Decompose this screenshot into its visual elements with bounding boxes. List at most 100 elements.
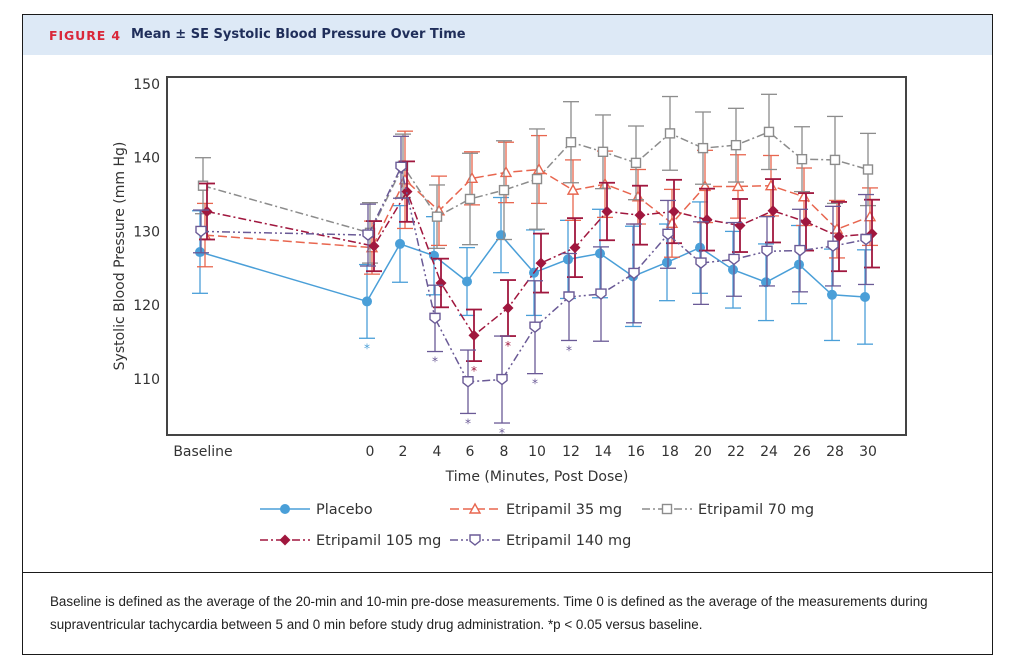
legend-item: Etripamil 140 mg xyxy=(450,533,631,549)
series-layer: ******** xyxy=(192,93,880,440)
x-tick-label: 12 xyxy=(562,444,580,460)
data-point-marker xyxy=(462,276,472,287)
x-tick-label: 14 xyxy=(594,444,612,460)
legend-label: Etripamil 35 mg xyxy=(506,502,622,518)
data-point-marker xyxy=(468,329,480,341)
data-point-marker xyxy=(395,161,407,174)
data-point-marker xyxy=(697,142,709,154)
data-point-marker xyxy=(827,289,837,300)
data-point-marker xyxy=(662,257,672,268)
data-point-marker xyxy=(630,157,642,169)
data-point-marker xyxy=(601,206,613,218)
figure-title: Mean ± SE Systolic Blood Pressure Over T… xyxy=(131,27,466,42)
legend-marker-icon xyxy=(279,534,291,546)
data-point-marker xyxy=(565,137,577,148)
x-tick-label: 22 xyxy=(727,444,745,460)
data-point-marker xyxy=(730,139,742,151)
legend-label: Etripamil 70 mg xyxy=(698,502,814,518)
data-point-marker xyxy=(734,220,746,232)
data-point-marker xyxy=(761,277,771,288)
data-point-marker xyxy=(502,302,514,314)
data-point-marker xyxy=(664,128,676,139)
x-tick-label: 24 xyxy=(760,444,778,460)
data-point-marker xyxy=(195,225,207,238)
data-point-marker xyxy=(569,242,581,254)
data-point-marker xyxy=(464,193,476,205)
legend-marker-icon xyxy=(469,534,481,546)
data-point-marker xyxy=(794,259,804,270)
data-point-marker xyxy=(431,211,443,222)
legend: Placebo Etripamil 35 mg Etripamil 70 mg Etr… xyxy=(260,502,814,549)
legend-label: Etripamil 140 mg xyxy=(506,533,631,549)
series-etripamil-140-mg: * * * * * xyxy=(193,135,874,440)
legend-label: Etripamil 105 mg xyxy=(316,533,441,549)
significance-asterisk: * xyxy=(532,377,538,391)
significance-asterisk: * xyxy=(432,355,438,369)
data-point-marker xyxy=(860,291,870,302)
data-point-marker xyxy=(767,205,779,217)
legend-item: Etripamil 70 mg xyxy=(642,502,814,518)
data-point-marker xyxy=(362,229,374,241)
x-tick-label: 4 xyxy=(433,444,442,460)
y-tick-label: 120 xyxy=(133,298,160,314)
significance-asterisk: * xyxy=(471,364,477,378)
figure-caption: Baseline is defined as the average of th… xyxy=(23,572,992,654)
data-point-marker xyxy=(827,240,839,253)
significance-asterisk: * xyxy=(499,426,505,440)
significance-asterisk: * xyxy=(505,339,511,353)
caption-text: Baseline is defined as the average of th… xyxy=(50,594,928,632)
data-point-marker xyxy=(668,206,680,218)
legend-item: Etripamil 105 mg xyxy=(260,533,441,549)
x-tick-label: 30 xyxy=(859,444,877,460)
data-point-marker xyxy=(761,245,773,258)
x-tick-label: 26 xyxy=(793,444,811,460)
figure-header: FIGURE 4 Mean ± SE Systolic Blood Pressu… xyxy=(23,15,992,55)
series-etripamil-105-mg: ** xyxy=(199,160,880,378)
legend-item: Placebo xyxy=(260,502,373,518)
data-point-marker xyxy=(429,312,441,325)
significance-asterisk: * xyxy=(566,343,572,357)
legend-marker-icon xyxy=(468,502,482,514)
x-tick-label: 16 xyxy=(627,444,645,460)
data-point-marker xyxy=(529,321,541,334)
data-point-marker xyxy=(563,291,575,303)
x-tick-label: 10 xyxy=(528,444,546,460)
data-point-marker xyxy=(597,146,609,158)
x-tick-label: 2 xyxy=(399,444,408,460)
data-point-marker xyxy=(634,209,646,221)
data-point-marker xyxy=(796,153,808,165)
significance-asterisk: * xyxy=(364,341,370,355)
data-point-marker xyxy=(628,267,640,280)
data-point-marker xyxy=(531,173,543,185)
data-point-marker xyxy=(701,214,713,226)
x-axis: Baseline 0 2 4 6 8 10 12 14 16 18 20 22 24 26 28 30 xyxy=(173,444,877,460)
legend-item: Etripamil 35 mg xyxy=(450,502,622,518)
data-point-marker xyxy=(728,253,740,266)
data-point-marker xyxy=(860,233,872,246)
data-point-marker xyxy=(496,373,508,386)
significance-asterisk: * xyxy=(465,416,471,430)
figure-panel: FIGURE 4 Mean ± SE Systolic Blood Pressu… xyxy=(22,14,993,655)
data-point-marker xyxy=(695,257,707,269)
y-axis: 110 120 130 140 150 xyxy=(133,77,160,388)
series-placebo: * xyxy=(192,196,873,355)
data-point-marker xyxy=(833,231,845,243)
data-point-marker xyxy=(195,247,205,258)
data-point-marker xyxy=(800,216,812,228)
x-tick-label: Baseline xyxy=(173,444,232,460)
x-tick-label: 0 xyxy=(366,444,375,460)
data-point-marker xyxy=(532,163,546,175)
data-point-marker xyxy=(368,240,380,252)
x-tick-label: 8 xyxy=(500,444,509,460)
x-tick-label: 20 xyxy=(694,444,712,460)
data-point-marker xyxy=(563,254,573,265)
y-axis-label: Systolic Blood Pressure (mm Hg) xyxy=(112,142,128,371)
data-point-marker xyxy=(362,296,372,307)
data-point-marker xyxy=(595,288,607,300)
data-point-marker xyxy=(201,206,213,218)
data-point-marker xyxy=(598,177,612,189)
y-tick-label: 110 xyxy=(133,372,160,388)
data-point-marker xyxy=(566,183,580,195)
data-point-marker xyxy=(462,376,474,388)
